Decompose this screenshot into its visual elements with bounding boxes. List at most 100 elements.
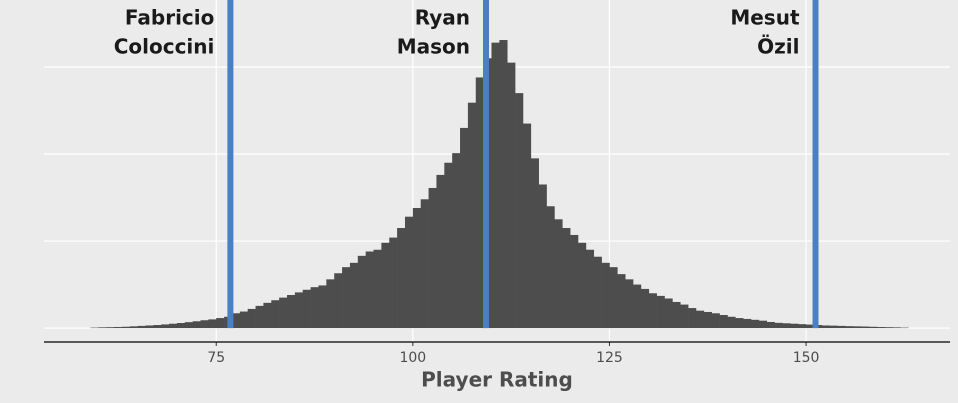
bar (633, 284, 642, 329)
bar (106, 327, 115, 329)
bar (790, 323, 799, 329)
bar (876, 327, 886, 329)
x-axis-label: Player Rating (421, 368, 573, 392)
bar (98, 327, 107, 329)
bar (664, 298, 673, 329)
bar (546, 206, 555, 329)
bar (200, 320, 209, 329)
bar (169, 323, 178, 329)
bar (499, 40, 508, 329)
bar (554, 219, 563, 329)
x-tick-label: 125 (596, 350, 623, 366)
bar (475, 77, 484, 329)
bar (562, 228, 571, 329)
bar (263, 302, 272, 329)
bar (436, 174, 445, 329)
bar (656, 295, 665, 329)
bar (507, 62, 516, 329)
bar (491, 42, 500, 329)
bar (727, 316, 736, 329)
bar (538, 184, 547, 329)
bar (389, 237, 398, 329)
bar (680, 304, 689, 329)
annotation-label: Fabricio (125, 6, 214, 30)
bar (743, 318, 752, 329)
bar (617, 274, 626, 329)
bar (751, 319, 760, 329)
x-tick-label: 75 (207, 350, 225, 366)
bar (515, 93, 524, 329)
bar (837, 325, 846, 329)
bar (231, 313, 241, 329)
bar (719, 315, 728, 329)
bar (444, 162, 453, 329)
bar (821, 325, 830, 329)
bar (766, 321, 775, 329)
bar (121, 326, 131, 329)
bar (302, 289, 311, 329)
bar (648, 293, 657, 329)
bar (884, 327, 893, 329)
bar (774, 322, 783, 329)
bar (688, 308, 697, 329)
bar (271, 300, 280, 329)
bar (798, 324, 807, 329)
bar (460, 127, 469, 329)
annotation-label: Özil (757, 35, 799, 59)
bar (334, 273, 343, 329)
bar (585, 249, 595, 329)
bar (279, 297, 288, 329)
bar (153, 325, 162, 329)
bar (349, 262, 359, 329)
bar (184, 322, 193, 329)
x-tick-label: 100 (399, 350, 426, 366)
bar (208, 319, 217, 329)
x-tick-label: 150 (793, 350, 820, 366)
bar (287, 295, 296, 329)
annotation-label: Mason (397, 35, 470, 59)
bar (342, 267, 351, 329)
bar (318, 285, 327, 329)
bar (625, 279, 634, 329)
bar (570, 234, 579, 329)
bar (861, 326, 870, 329)
bar (703, 311, 713, 329)
bar (695, 310, 705, 329)
bar (868, 326, 878, 329)
bar (845, 326, 854, 329)
bar (420, 199, 429, 329)
bar (397, 228, 406, 329)
bar (609, 267, 618, 329)
annotation-label: Coloccini (114, 35, 215, 59)
bar (829, 325, 838, 329)
bar (782, 323, 791, 329)
bar (404, 216, 414, 329)
bar (247, 308, 256, 329)
bar (365, 251, 374, 329)
bar (192, 321, 201, 329)
bar (853, 326, 862, 329)
bar (467, 102, 477, 329)
bar (129, 326, 138, 329)
bar (255, 305, 264, 329)
bar (640, 288, 650, 329)
bar (578, 242, 587, 329)
bar (711, 313, 720, 329)
bar (593, 256, 602, 329)
bar (452, 153, 461, 329)
bar (113, 327, 123, 329)
bar (522, 123, 532, 329)
bar (176, 323, 186, 329)
bar (310, 287, 319, 329)
bar (357, 255, 366, 329)
bar (428, 187, 437, 329)
annotation-label: Mesut (730, 6, 800, 30)
bar (373, 249, 382, 329)
bar (294, 292, 304, 329)
bar (326, 279, 335, 329)
bar (758, 320, 768, 329)
bar (216, 318, 225, 329)
bar (601, 262, 610, 329)
bar (161, 324, 170, 329)
